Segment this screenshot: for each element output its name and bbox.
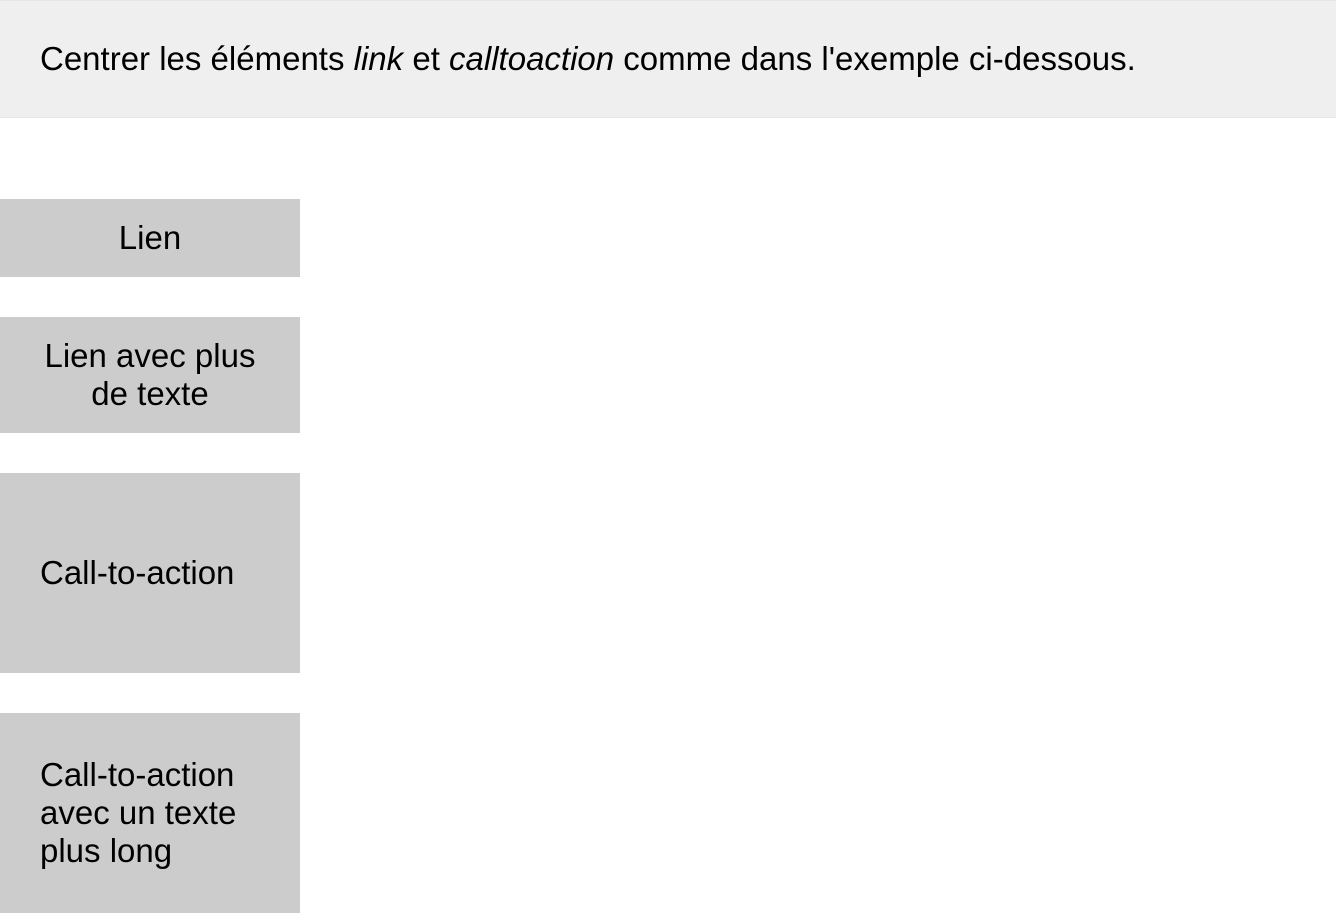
link-short-label: Lien <box>118 219 182 256</box>
instruction-part-3: comme dans l'exemple ci-dessous. <box>614 40 1136 78</box>
instruction-part-2: et <box>403 40 450 78</box>
calltoaction-long-label: Call-to-action avec un texte plus long <box>40 756 237 869</box>
link-long-label: Lien avec plus de texte <box>44 337 256 412</box>
instruction-banner: Centrer les éléments link et calltoactio… <box>0 0 1336 118</box>
calltoaction-short[interactable]: Call-to-action <box>0 473 300 673</box>
instruction-emphasis-calltoaction: calltoaction <box>449 40 615 78</box>
calltoaction-long[interactable]: Call-to-action avec un texte plus long <box>0 713 300 913</box>
link-long[interactable]: Lien avec plus de texte <box>0 317 300 433</box>
calltoaction-short-label: Call-to-action <box>40 554 235 591</box>
instruction-emphasis-link: link <box>353 40 404 78</box>
instruction-part-1: Centrer les éléments <box>40 40 354 78</box>
instruction-text: Centrer les éléments link et calltoactio… <box>40 39 1136 79</box>
link-short[interactable]: Lien <box>0 199 300 277</box>
